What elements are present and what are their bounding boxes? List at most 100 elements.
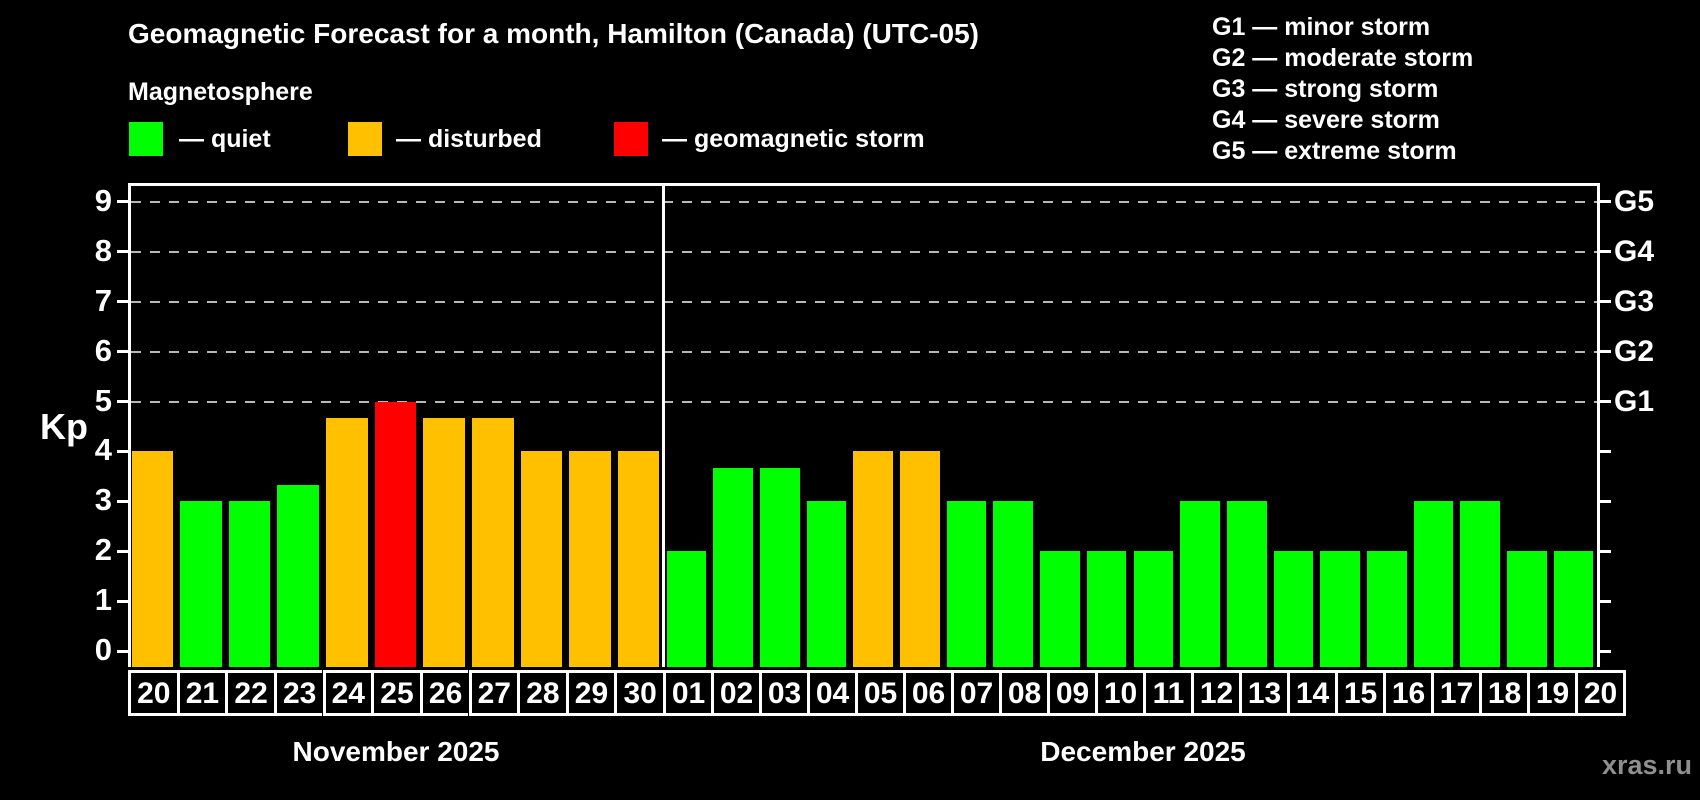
watermark: xras.ru xyxy=(1601,750,1692,780)
day-label: 19 xyxy=(1527,670,1575,716)
y-axis-tick-label: 7 xyxy=(94,282,112,318)
y-axis-tick-right xyxy=(1600,549,1611,553)
y-axis-tick xyxy=(117,649,128,653)
day-label: 09 xyxy=(1047,670,1095,716)
y-axis-tick-label: 3 xyxy=(94,482,112,518)
kp-bar xyxy=(472,418,514,667)
gridline xyxy=(131,200,1597,203)
kp-bar xyxy=(1226,501,1267,667)
g-scale-legend-item: G3 — strong storm xyxy=(1212,75,1439,103)
kp-bar xyxy=(713,467,753,667)
y-axis-tick-label: 8 xyxy=(94,232,112,268)
y-axis-label: Kp xyxy=(40,406,88,447)
y-axis-tick-label: 0 xyxy=(94,632,112,667)
g-scale-axis-label: G3 xyxy=(1614,284,1655,318)
month-label-november: November 2025 xyxy=(292,736,500,767)
kp-bar xyxy=(1086,551,1127,667)
kp-bar xyxy=(1553,551,1594,667)
day-label: 22 xyxy=(225,670,274,716)
y-axis-tick xyxy=(117,400,128,403)
gridline xyxy=(131,400,1597,403)
kp-bar xyxy=(374,401,417,667)
y-axis-tick xyxy=(117,499,128,503)
legend-label-disturbed: — disturbed xyxy=(396,125,542,153)
y-axis-tick-right xyxy=(1600,300,1611,304)
kp-bar xyxy=(1273,551,1314,667)
day-label: 27 xyxy=(468,670,518,716)
day-label: 23 xyxy=(273,670,323,716)
day-label: 24 xyxy=(322,670,372,716)
day-label: 14 xyxy=(1287,670,1335,716)
quiet-color-swatch xyxy=(129,122,163,156)
day-label: 25 xyxy=(371,670,420,716)
kp-bar xyxy=(1507,551,1547,667)
day-label: 04 xyxy=(807,670,855,716)
day-label: 01 xyxy=(663,670,711,716)
kp-bar xyxy=(900,451,940,667)
day-label: 20 xyxy=(1575,670,1626,716)
y-axis-tick xyxy=(117,549,128,553)
day-label: 03 xyxy=(759,670,807,716)
kp-bar xyxy=(946,501,987,667)
kp-bar xyxy=(853,451,893,667)
kp-bar xyxy=(1367,551,1407,667)
y-axis-tick-right xyxy=(1600,350,1611,354)
y-axis-tick-label: 9 xyxy=(94,182,112,218)
day-label: 08 xyxy=(999,670,1047,716)
day-label: 26 xyxy=(419,670,469,716)
gridline xyxy=(131,300,1597,303)
kp-bar xyxy=(1040,551,1080,667)
y-axis-tick xyxy=(117,350,128,354)
kp-bar xyxy=(228,501,271,667)
day-label: 11 xyxy=(1143,670,1191,716)
day-label: 21 xyxy=(176,670,226,716)
legend-item-storm: — geomagnetic storm xyxy=(614,122,974,156)
legend-label-storm: — geomagnetic storm xyxy=(662,125,925,153)
g-scale-axis-label: G5 xyxy=(1614,184,1655,218)
kp-bar xyxy=(666,551,707,667)
y-axis-tick-right xyxy=(1600,499,1611,503)
gridline xyxy=(131,350,1597,353)
gridline xyxy=(131,250,1597,253)
kp-bar xyxy=(131,451,174,667)
day-label: 05 xyxy=(855,670,903,716)
g-scale-legend-item: G2 — moderate storm xyxy=(1212,44,1474,72)
y-axis-tick-label: 4 xyxy=(94,432,112,468)
day-label: 02 xyxy=(711,670,759,716)
y-axis-tick xyxy=(117,599,128,603)
kp-bar xyxy=(520,451,563,667)
y-axis-tick xyxy=(117,449,128,453)
kp-bar xyxy=(1180,501,1220,667)
legend-item-quiet: — quiet xyxy=(129,122,379,156)
g-scale-legend-item: G1 — minor storm xyxy=(1212,13,1431,41)
day-label: 18 xyxy=(1479,670,1527,716)
storm-color-swatch xyxy=(614,122,648,156)
kp-bar xyxy=(1320,551,1360,667)
kp-bar xyxy=(617,451,660,667)
day-label: 15 xyxy=(1335,670,1383,716)
day-label: 07 xyxy=(951,670,999,716)
g-scale-legend-item: G5 — extreme storm xyxy=(1212,137,1457,165)
legend-label-quiet: — quiet xyxy=(179,125,271,153)
kp-bar xyxy=(569,451,611,667)
y-axis-tick-right xyxy=(1600,250,1611,254)
kp-bar xyxy=(1133,551,1174,667)
kp-bar xyxy=(180,501,222,667)
legend-item-disturbed: — disturbed xyxy=(348,122,618,156)
day-label: 12 xyxy=(1191,670,1239,716)
day-label: 29 xyxy=(565,670,615,716)
y-axis-tick-right xyxy=(1600,200,1611,204)
y-axis-tick-label: 5 xyxy=(94,382,112,418)
kp-bar xyxy=(993,501,1034,667)
kp-bar xyxy=(277,484,319,667)
page-title: Geomagnetic Forecast for a month, Hamilt… xyxy=(128,18,979,49)
y-axis-tick xyxy=(117,300,128,304)
g-scale-axis-label: G2 xyxy=(1614,334,1655,368)
y-axis-tick-label: 2 xyxy=(94,532,112,568)
kp-bar xyxy=(806,501,847,667)
kp-bar xyxy=(326,418,368,667)
month-label-december: December 2025 xyxy=(1040,736,1246,767)
y-axis-tick-label: 1 xyxy=(94,582,112,618)
g-scale-legend: G1 — minor storm G2 — moderate storm G3 … xyxy=(1212,12,1473,167)
